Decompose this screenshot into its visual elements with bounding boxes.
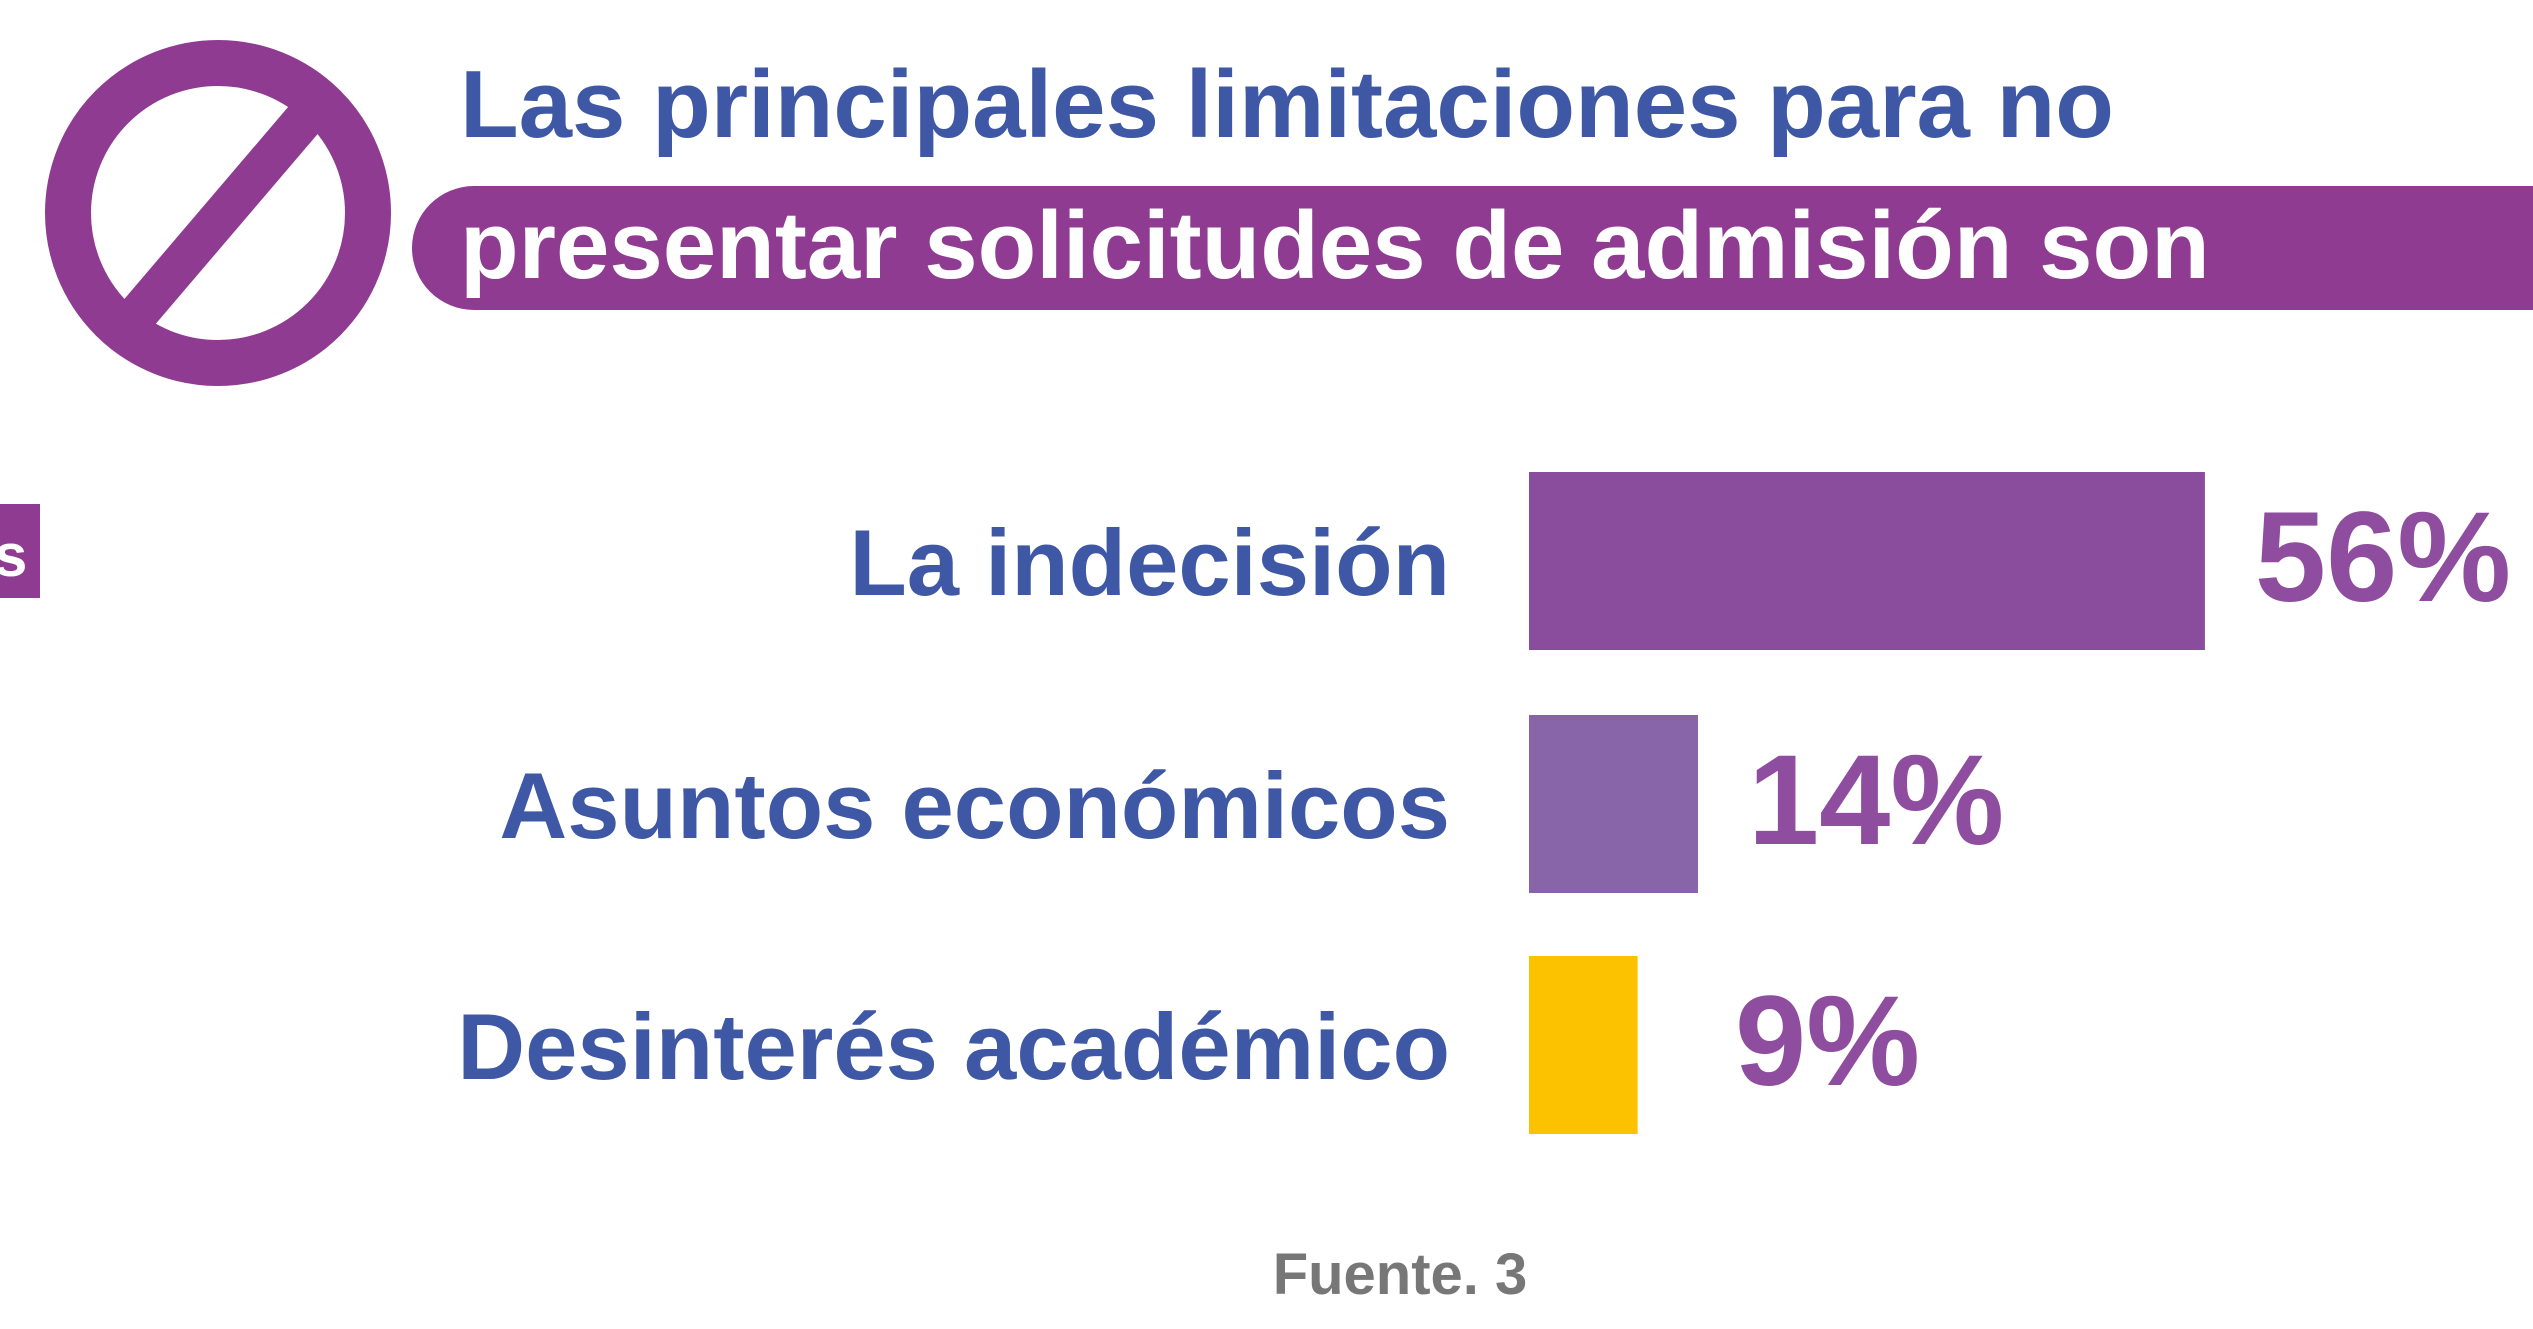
source: Fuente. 3 — [1273, 1242, 1528, 1307]
value-label: 14% — [1748, 729, 2004, 872]
title-line-2: presentar solicitudes de admisión son — [460, 192, 2210, 299]
bar — [1529, 472, 2205, 650]
bar — [1529, 956, 1638, 1134]
bar — [1529, 715, 1698, 893]
value-label: 56% — [2255, 486, 2511, 629]
title-line-1: Las principales limitaciones para no — [460, 51, 2114, 158]
side-label: s — [0, 522, 27, 589]
no-icon-ring — [45, 40, 391, 386]
no-icon-bar — [121, 105, 321, 328]
value-label: 9% — [1735, 970, 1920, 1113]
category-label: La indecisión — [849, 510, 1450, 615]
side-label-box — [0, 504, 40, 598]
category-label: Desinterés académico — [457, 994, 1450, 1099]
title-highlight — [412, 186, 2533, 310]
category-label: Asuntos económicos — [499, 753, 1450, 858]
